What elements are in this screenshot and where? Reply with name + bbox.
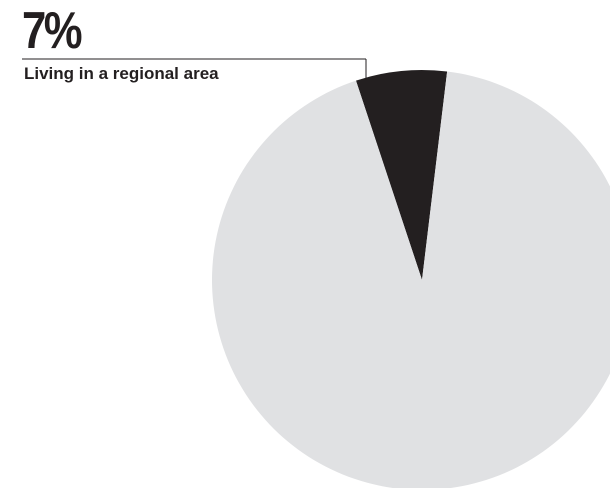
callout-text: Living in a regional area (24, 64, 219, 83)
pie-slice-highlighted (355, 70, 448, 280)
pie-slice-remainder (212, 71, 610, 488)
pie-slices (212, 70, 610, 488)
percentage-label: 7% (22, 2, 83, 60)
